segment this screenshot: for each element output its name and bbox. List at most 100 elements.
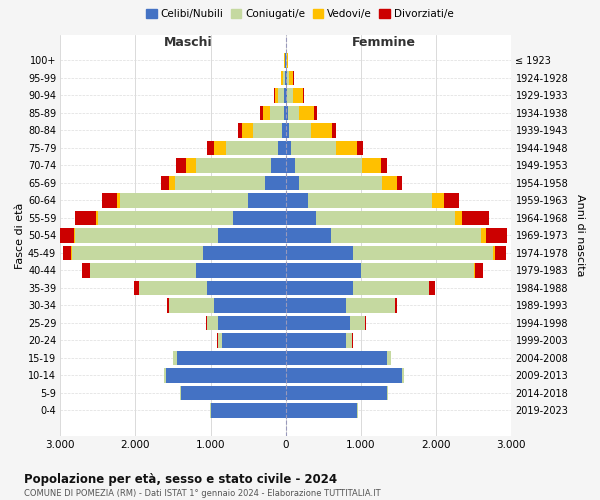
Bar [89,263,91,278]
Bar [286,123,289,138]
Bar [299,106,314,120]
Bar [357,140,363,155]
Bar [74,228,76,242]
Bar [443,193,458,208]
Bar [214,140,226,155]
Bar [361,263,474,278]
Bar [286,106,288,120]
Y-axis label: Fasce di età: Fasce di età [15,202,25,268]
Bar [433,193,443,208]
Bar [139,280,207,295]
Bar [284,106,286,120]
Bar [116,193,121,208]
Bar [474,263,475,278]
Bar [218,316,286,330]
Bar [286,246,353,260]
Bar [332,123,336,138]
Bar [176,158,186,172]
Bar [278,140,286,155]
Bar [286,280,353,295]
Bar [481,228,486,242]
Bar [263,106,270,120]
Bar [286,386,387,400]
Bar [382,176,397,190]
Bar [353,246,493,260]
Legend: Celibi/Nubili, Coniugati/e, Vedovi/e, Divorziati/e: Celibi/Nubili, Coniugati/e, Vedovi/e, Di… [142,5,458,24]
Bar [286,351,387,365]
Bar [286,53,287,68]
Bar [286,158,295,172]
Bar [278,88,284,102]
Bar [286,316,350,330]
Bar [218,228,286,242]
Bar [207,140,214,155]
Bar [475,263,483,278]
Bar [286,140,291,155]
Bar [463,210,489,225]
Bar [98,210,233,225]
Bar [74,210,95,225]
Bar [134,280,139,295]
Bar [289,70,293,85]
Bar [169,176,175,190]
Text: COMUNE DI POMEZIA (RM) - Dati ISTAT 1° gennaio 2024 - Elaborazione TUTTITALIA.IT: COMUNE DI POMEZIA (RM) - Dati ISTAT 1° g… [24,489,380,498]
Bar [265,176,286,190]
Bar [286,88,287,102]
Bar [169,298,214,312]
Bar [286,228,331,242]
Bar [428,280,430,295]
Bar [166,368,286,382]
Bar [287,70,289,85]
Bar [218,334,222,347]
Bar [286,210,316,225]
Bar [271,158,286,172]
Bar [58,228,74,242]
Bar [287,88,293,102]
Bar [71,246,203,260]
Bar [303,88,304,102]
Bar [286,193,308,208]
Bar [284,88,286,102]
Bar [186,158,196,172]
Bar [286,70,287,85]
Bar [82,263,89,278]
Bar [286,404,357,417]
Bar [486,228,507,242]
Bar [336,140,357,155]
Bar [248,193,286,208]
Y-axis label: Anni di nascita: Anni di nascita [575,194,585,276]
Bar [283,70,285,85]
Bar [173,351,177,365]
Bar [395,298,397,312]
Text: Maschi: Maschi [164,36,212,49]
Text: Popolazione per età, sesso e stato civile - 2024: Popolazione per età, sesso e stato civil… [24,472,337,486]
Bar [387,386,388,400]
Bar [95,210,98,225]
Bar [253,123,282,138]
Bar [299,176,382,190]
Bar [381,158,387,172]
Bar [274,88,275,102]
Bar [203,246,286,260]
Bar [288,106,299,120]
Bar [365,316,366,330]
Bar [493,246,495,260]
Bar [226,140,278,155]
Bar [177,351,286,365]
Bar [495,246,506,260]
Bar [284,53,286,68]
Bar [76,228,218,242]
Bar [308,193,433,208]
Bar [346,298,395,312]
Bar [289,123,311,138]
Bar [101,193,116,208]
Bar [286,176,299,190]
Bar [362,158,381,172]
Bar [346,334,352,347]
Bar [286,368,403,382]
Bar [167,298,169,312]
Bar [121,193,248,208]
Bar [260,106,263,120]
Bar [207,280,286,295]
Bar [397,176,403,190]
